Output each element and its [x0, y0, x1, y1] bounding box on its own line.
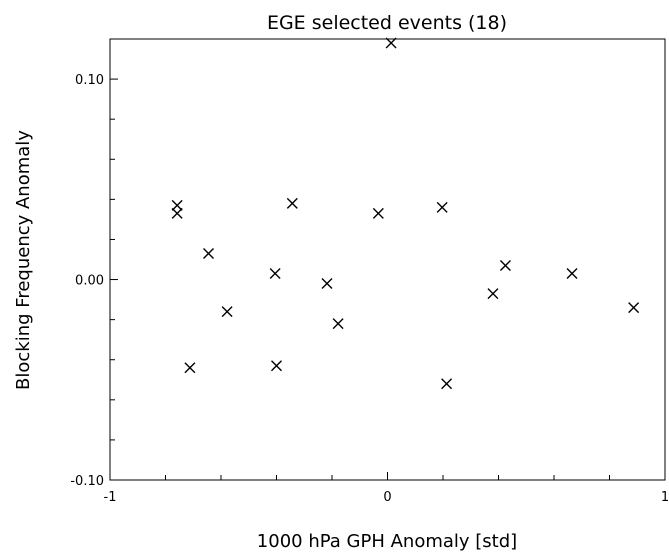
data-point: [221, 306, 233, 318]
x-tick-label: 1: [661, 490, 669, 505]
x-axis-label: 1000 hPa GPH Anomaly [std]: [257, 531, 517, 552]
data-point: [171, 207, 183, 219]
data-point: [286, 197, 298, 209]
data-point: [436, 201, 448, 213]
data-point: [332, 318, 344, 330]
data-point: [203, 247, 215, 259]
data-point: [566, 268, 578, 280]
data-point: [184, 362, 196, 374]
data-point: [441, 378, 453, 390]
y-axis-ticks: -0.10 0.00 0.10: [70, 73, 118, 489]
data-point: [269, 268, 281, 280]
chart-title: EGE selected events (18): [267, 12, 507, 34]
data-point: [271, 360, 282, 372]
x-tick-label: -1: [104, 490, 117, 505]
y-tick-label: 0.00: [75, 274, 104, 289]
data-point: [628, 302, 640, 314]
data-point: [385, 37, 397, 49]
data-points: [171, 37, 640, 390]
data-point: [321, 278, 333, 290]
plot-frame: [109, 38, 666, 481]
y-tick-label: -0.10: [70, 474, 104, 489]
data-point: [487, 288, 499, 300]
x-tick-label: 0: [383, 490, 391, 505]
y-tick-label: 0.10: [75, 73, 104, 88]
data-point: [499, 260, 511, 272]
data-point: [171, 199, 183, 211]
x-axis-ticks: -1 0 1: [104, 472, 669, 505]
y-axis-label: Blocking Frequency Anomaly: [13, 130, 34, 390]
data-point: [372, 207, 384, 219]
